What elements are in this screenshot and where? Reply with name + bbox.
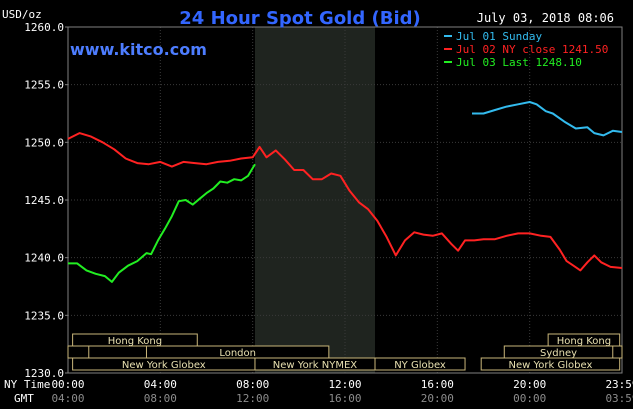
series-line	[472, 101, 623, 137]
legend-label: Jul 02 NY close 1241.50	[456, 43, 608, 56]
y-tick-label: 1260.0	[24, 21, 64, 34]
x-tick-label-ny: 20:00	[513, 378, 546, 391]
legend-label: Jul 01 Sunday	[456, 30, 542, 43]
market-sessions: Hong Kong London New York Globex New York N…	[67, 333, 623, 371]
session-label: Sydney	[540, 348, 577, 359]
y-axis-ticks: 1260.0 1255.0 1250.0 1245.0 1240.0 1235.0 1230…	[24, 21, 68, 380]
x-tick-label-ny: 23:59	[605, 378, 633, 391]
chart-title: 24 Hour Spot Gold (Bid)	[179, 8, 420, 29]
x-tick-label-gmt: 08:00	[144, 392, 177, 405]
legend-label: Jul 03 Last 1248.10	[456, 56, 582, 69]
session-label: New York Globex	[509, 360, 593, 371]
x-tick-label-ny: 12:00	[328, 378, 361, 391]
session-label: New York NYMEX	[273, 360, 358, 371]
series-line	[68, 163, 256, 283]
y-tick-label: 1255.0	[24, 79, 64, 92]
session-label: NY Globex	[394, 360, 446, 371]
x-tick-label-gmt: 12:00	[236, 392, 269, 405]
y-tick-label: 1250.0	[24, 136, 64, 149]
series-line	[67, 132, 623, 272]
x-tick-label-gmt: 03:59	[605, 392, 633, 405]
y-tick-label: 1245.0	[24, 194, 64, 207]
ny-time-row-label: NY Time	[4, 378, 50, 391]
chart-datetime: July 03, 2018 08:06	[477, 11, 614, 25]
x-tick-label-gmt: 04:00	[51, 392, 84, 405]
session-label: New York Globex	[122, 360, 206, 371]
y-tick-label: 1240.0	[24, 252, 64, 265]
x-tick-label-ny: 04:00	[144, 378, 177, 391]
unit-label: USD/oz	[2, 8, 42, 21]
x-tick-label-ny: 00:00	[51, 378, 84, 391]
session-label: Hong Kong	[108, 336, 162, 347]
x-tick-label-gmt: 20:00	[421, 392, 454, 405]
y-tick-label: 1230.0	[24, 367, 64, 380]
session-box	[72, 333, 198, 347]
session-box	[480, 357, 621, 371]
session-box	[67, 345, 90, 359]
session-label: London	[219, 348, 256, 359]
session-box	[374, 357, 466, 371]
y-tick-label: 1235.0	[24, 309, 64, 322]
x-tick-label-ny: 08:00	[236, 378, 269, 391]
price-series	[67, 101, 623, 283]
x-tick-label-gmt: 16:00	[328, 392, 361, 405]
x-tick-label-gmt: 00:00	[513, 392, 546, 405]
x-axis-ticks: 00:0004:0008:0012:0016:0020:0023:5904:00…	[51, 378, 633, 405]
session-label: Hong Kong	[557, 336, 611, 347]
x-tick-label-ny: 16:00	[421, 378, 454, 391]
watermark: www.kitco.com	[70, 40, 207, 59]
gmt-row-label: GMT	[14, 392, 34, 405]
